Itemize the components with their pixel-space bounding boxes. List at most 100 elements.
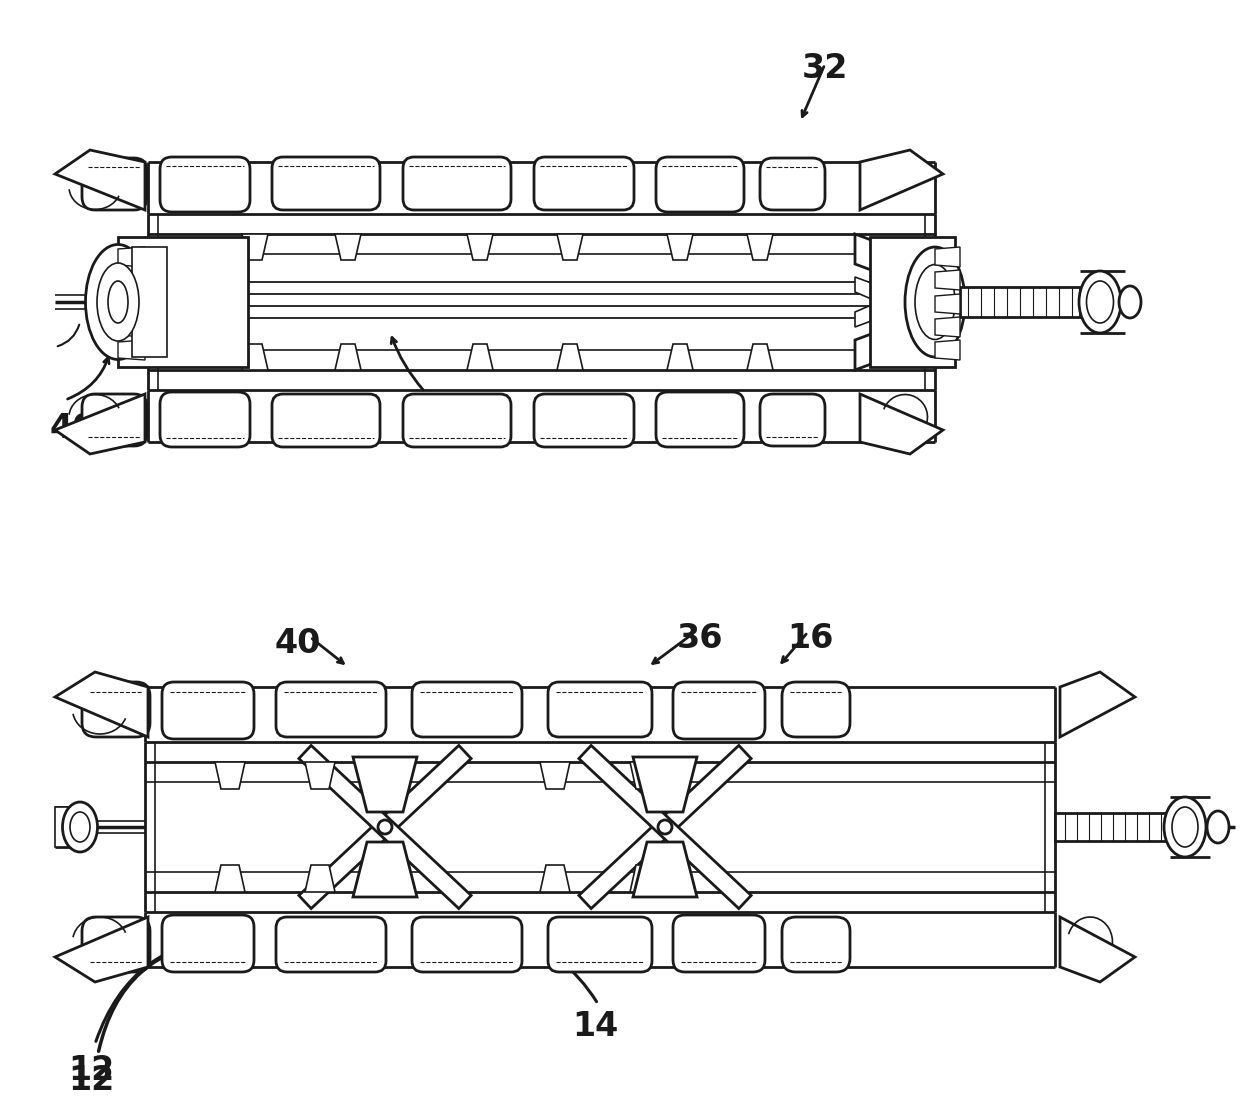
Polygon shape [118, 270, 145, 290]
Polygon shape [579, 745, 751, 909]
Polygon shape [215, 762, 246, 790]
Polygon shape [467, 234, 494, 260]
FancyBboxPatch shape [782, 682, 849, 737]
Ellipse shape [1086, 281, 1114, 322]
Polygon shape [856, 297, 890, 327]
Polygon shape [305, 865, 335, 892]
Polygon shape [55, 672, 148, 737]
FancyBboxPatch shape [534, 394, 634, 447]
Ellipse shape [905, 247, 965, 357]
Ellipse shape [915, 265, 955, 339]
Text: 36: 36 [677, 622, 723, 655]
FancyBboxPatch shape [782, 917, 849, 972]
Polygon shape [935, 340, 960, 360]
Polygon shape [856, 327, 890, 370]
Text: 46: 46 [407, 404, 453, 437]
Polygon shape [935, 317, 960, 337]
Polygon shape [632, 842, 697, 897]
Polygon shape [1060, 672, 1135, 737]
FancyBboxPatch shape [272, 394, 379, 447]
Polygon shape [55, 150, 145, 210]
FancyBboxPatch shape [548, 917, 652, 972]
Bar [131, 247, 167, 357]
Polygon shape [299, 745, 471, 909]
Polygon shape [539, 865, 570, 892]
Ellipse shape [97, 264, 139, 341]
Polygon shape [856, 234, 890, 277]
Polygon shape [557, 234, 583, 260]
Ellipse shape [1164, 797, 1207, 857]
Polygon shape [630, 762, 660, 790]
Polygon shape [667, 234, 693, 260]
Ellipse shape [86, 245, 150, 359]
Polygon shape [305, 762, 335, 790]
Text: 40: 40 [275, 627, 321, 661]
Text: 14: 14 [572, 1010, 618, 1043]
Polygon shape [118, 294, 145, 314]
FancyBboxPatch shape [277, 682, 386, 737]
FancyBboxPatch shape [82, 394, 148, 446]
Bar [870, 237, 955, 367]
FancyBboxPatch shape [656, 157, 744, 212]
Bar [1055, 813, 1171, 841]
Ellipse shape [658, 820, 672, 834]
Polygon shape [579, 745, 751, 909]
Polygon shape [335, 344, 361, 370]
Polygon shape [746, 344, 773, 370]
FancyBboxPatch shape [673, 915, 765, 972]
FancyBboxPatch shape [534, 157, 634, 210]
Polygon shape [335, 234, 361, 260]
Polygon shape [630, 865, 660, 892]
Ellipse shape [108, 281, 128, 322]
Text: 16: 16 [787, 622, 833, 655]
Polygon shape [118, 247, 145, 267]
Polygon shape [935, 294, 960, 314]
Polygon shape [353, 842, 417, 897]
FancyBboxPatch shape [548, 682, 652, 737]
Bar [55, 807, 86, 847]
FancyBboxPatch shape [277, 917, 386, 972]
FancyBboxPatch shape [162, 682, 254, 739]
Polygon shape [467, 344, 494, 370]
Polygon shape [118, 317, 145, 337]
FancyBboxPatch shape [160, 157, 250, 212]
Polygon shape [935, 247, 960, 267]
Polygon shape [667, 344, 693, 370]
Polygon shape [861, 150, 942, 210]
Polygon shape [861, 394, 942, 454]
Text: 32: 32 [802, 52, 848, 85]
Text: 12: 12 [68, 1064, 114, 1098]
Polygon shape [557, 344, 583, 370]
Ellipse shape [1172, 807, 1198, 847]
FancyBboxPatch shape [760, 158, 825, 210]
FancyBboxPatch shape [673, 682, 765, 739]
FancyBboxPatch shape [82, 158, 148, 210]
Polygon shape [215, 865, 246, 892]
Text: 12: 12 [68, 1054, 114, 1088]
Polygon shape [1060, 917, 1135, 982]
FancyBboxPatch shape [272, 157, 379, 210]
Polygon shape [632, 757, 697, 812]
FancyBboxPatch shape [403, 157, 511, 210]
Polygon shape [55, 917, 148, 982]
FancyBboxPatch shape [403, 394, 511, 447]
Polygon shape [746, 234, 773, 260]
Bar [118, 237, 248, 367]
FancyBboxPatch shape [162, 915, 254, 972]
Text: 40: 40 [50, 413, 97, 445]
Ellipse shape [1079, 271, 1121, 332]
Ellipse shape [378, 820, 392, 834]
Polygon shape [539, 762, 570, 790]
Ellipse shape [62, 802, 98, 852]
FancyBboxPatch shape [82, 682, 150, 737]
Bar [960, 287, 1080, 317]
Polygon shape [242, 234, 268, 260]
FancyBboxPatch shape [760, 394, 825, 446]
Polygon shape [935, 270, 960, 290]
Ellipse shape [69, 812, 91, 842]
FancyBboxPatch shape [412, 917, 522, 972]
Polygon shape [299, 745, 471, 909]
FancyBboxPatch shape [412, 682, 522, 737]
Ellipse shape [1118, 286, 1141, 318]
FancyBboxPatch shape [160, 393, 250, 447]
